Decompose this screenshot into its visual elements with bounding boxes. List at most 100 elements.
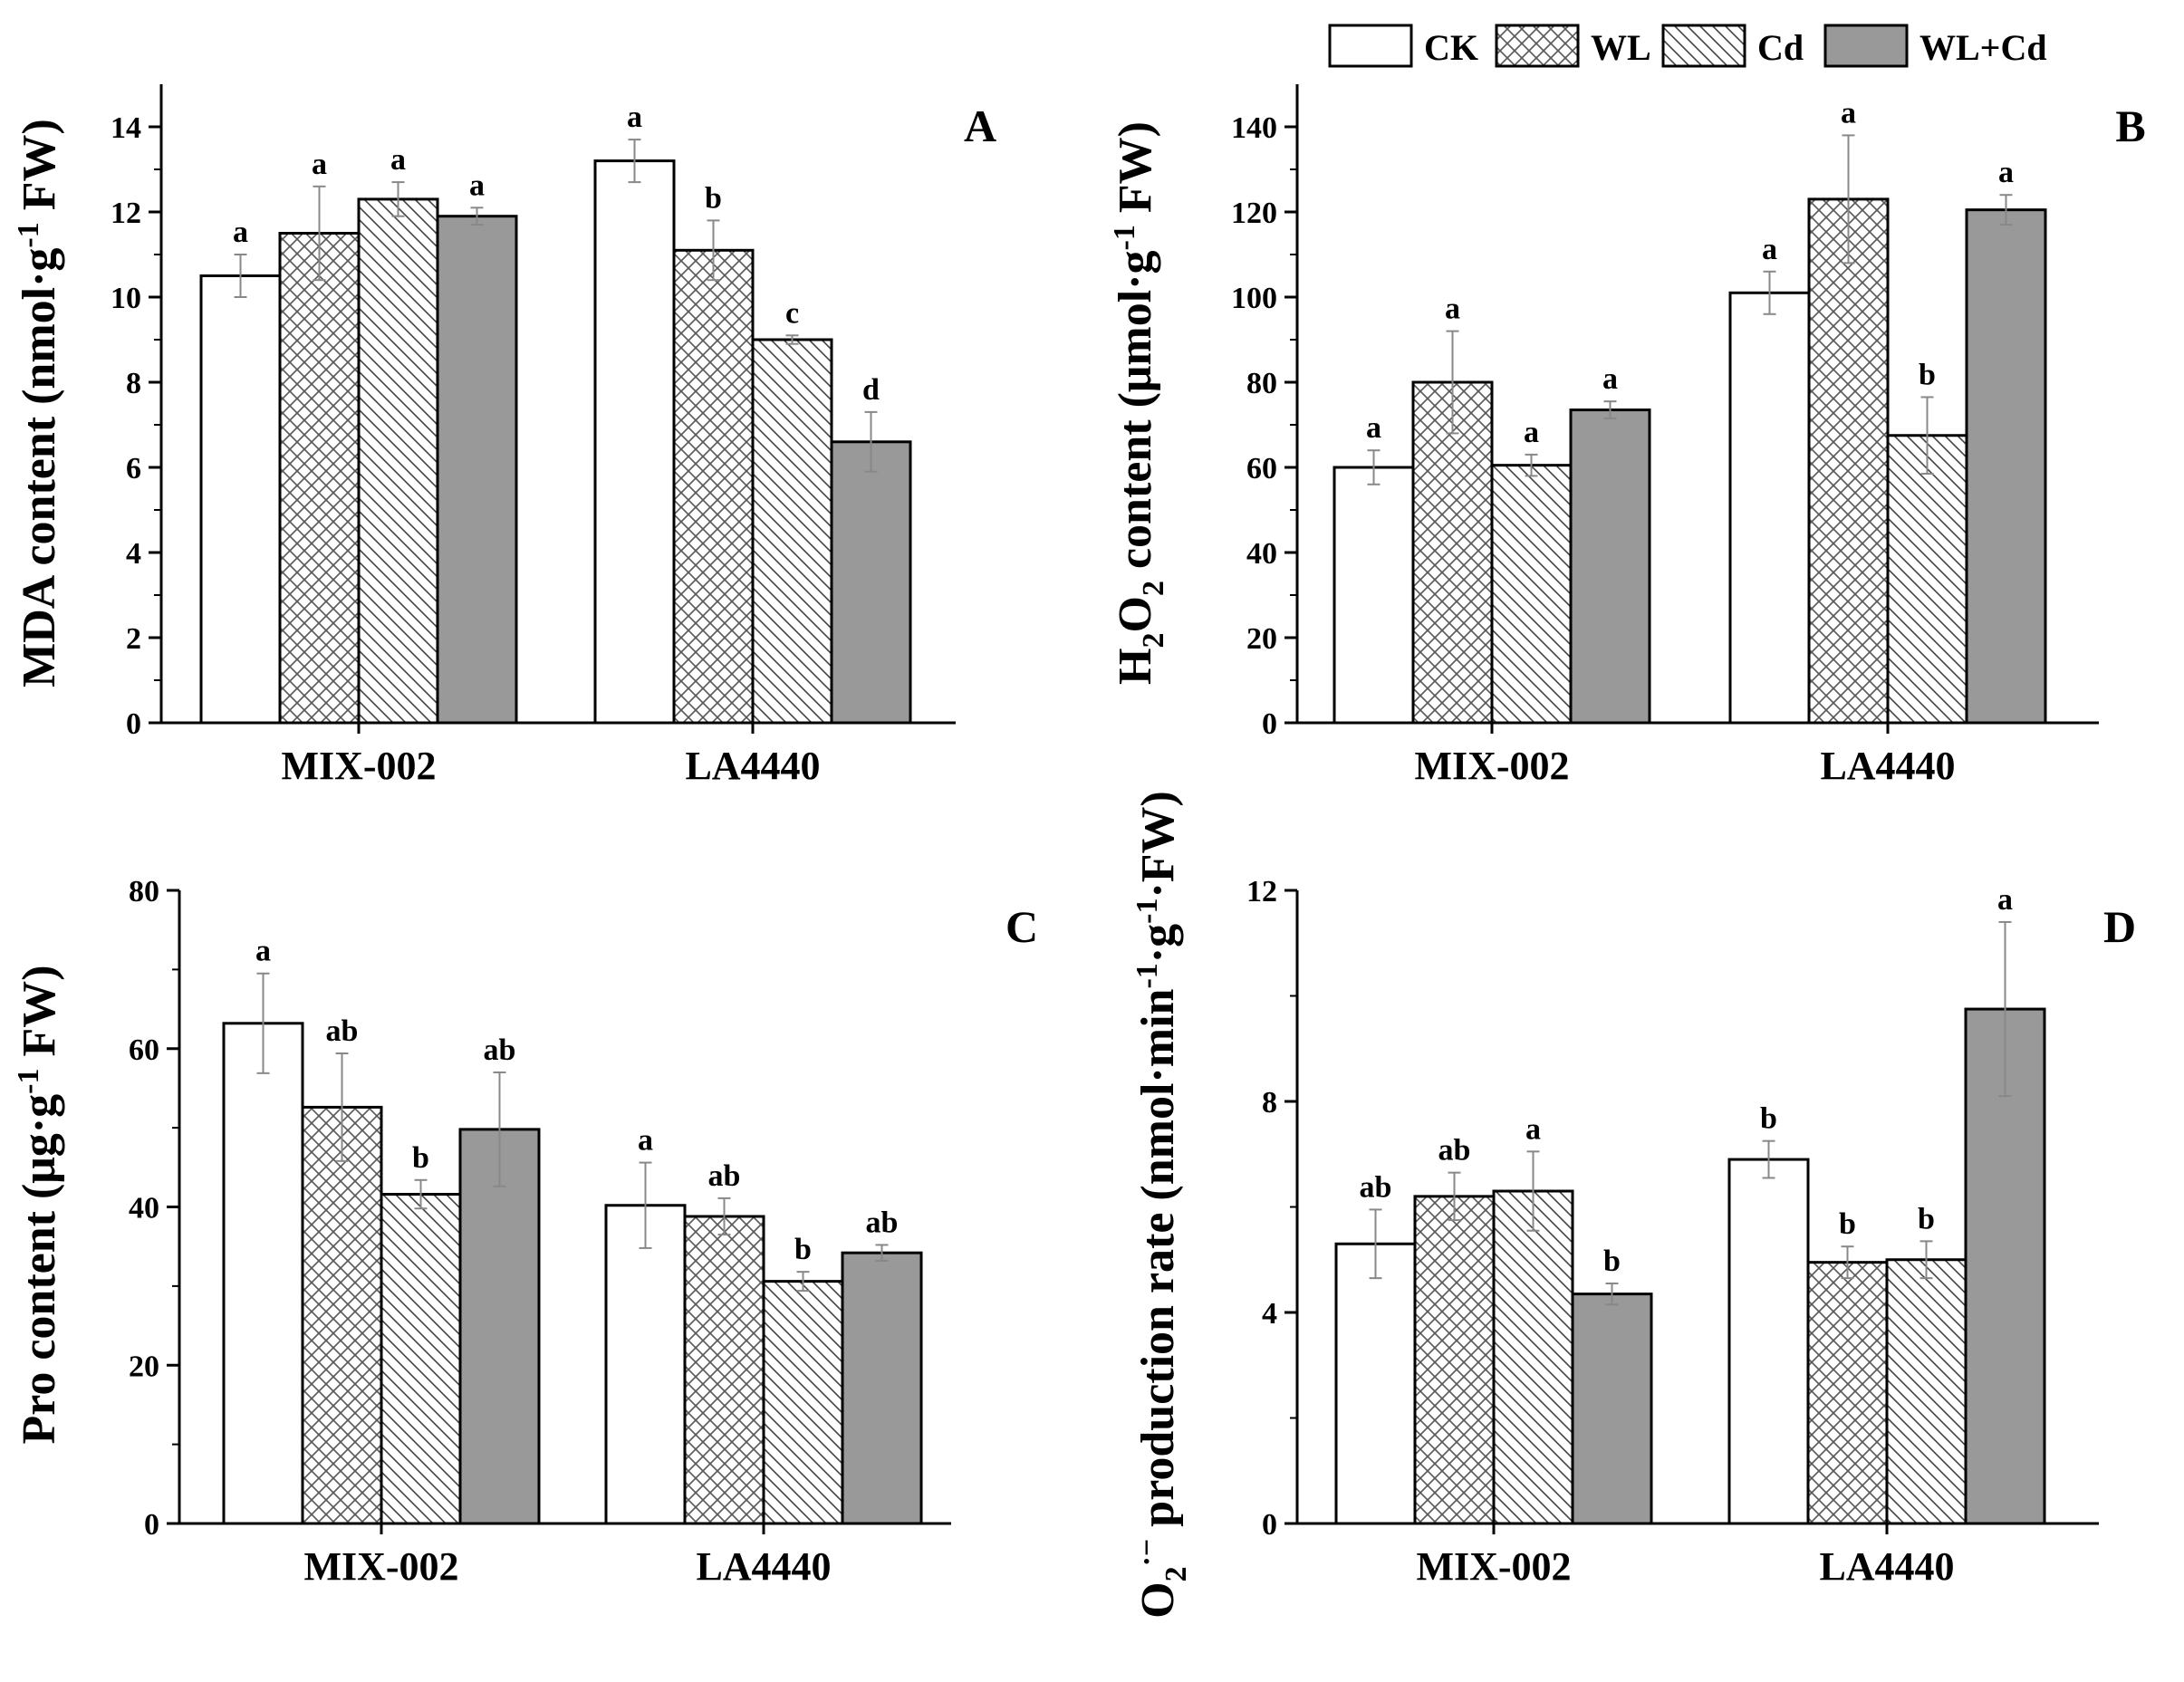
bar-cd [751, 338, 833, 725]
significance-letter: b [794, 1233, 812, 1266]
significance-letter: c [785, 296, 799, 330]
panel-label: B [2115, 101, 2145, 151]
bar-wl [1806, 1261, 1889, 1525]
x-tick-label: MIX-002 [1414, 744, 1569, 788]
significance-letter: b [1760, 1102, 1777, 1136]
significance-letter: ab [1438, 1134, 1471, 1168]
bar-wlcd [830, 440, 912, 725]
y-tick-label: 14 [111, 111, 141, 145]
bar-ck [604, 1204, 687, 1525]
significance-letter: a [1525, 1112, 1541, 1146]
bar-wlcd [458, 1128, 541, 1525]
panel-c: 0 20 40 60 80 MIX-002 a ab b ab LA4440 a ab b ab C Pro c… [12, 875, 1038, 1589]
bar-ck [1334, 1242, 1417, 1525]
y-tick-label: 0 [144, 1508, 159, 1542]
y-axis-label: Pro content (μg·g-1 FW) [12, 965, 65, 1444]
panel-label: C [1005, 901, 1038, 952]
legend-item-wl: WL [1495, 24, 1651, 68]
legend-swatch-cd [1661, 24, 1746, 68]
y-tick-label: 10 [111, 282, 141, 315]
bar-cd [1885, 1258, 1968, 1525]
significance-letter: a [1602, 362, 1618, 396]
significance-letter: b [1839, 1207, 1856, 1241]
bar-cd [1886, 434, 1968, 725]
y-tick-label: 120 [1231, 197, 1277, 230]
bar-cd [762, 1280, 844, 1525]
bar-wl [1807, 197, 1890, 725]
bar-wl [1411, 380, 1494, 725]
significance-letter: a [255, 935, 271, 968]
y-tick-label: 8 [126, 367, 141, 400]
x-tick-label: LA4440 [685, 744, 820, 788]
significance-letter: ab [1360, 1170, 1392, 1204]
significance-letter: a [390, 143, 406, 177]
significance-letter: a [1445, 293, 1460, 326]
legend-label-wlcd: WL+Cd [1919, 27, 2047, 68]
x-tick-label: LA4440 [1820, 744, 1955, 788]
bar-ck [1333, 466, 1415, 725]
significance-letter: b [1918, 1202, 1935, 1235]
y-tick-label: 0 [1262, 707, 1277, 741]
bar-wlcd [841, 1251, 923, 1525]
bar-wl [1413, 1195, 1496, 1525]
significance-letter: a [233, 216, 248, 249]
bar-wlcd [1965, 208, 2047, 725]
x-tick-label: LA4440 [1819, 1544, 1954, 1589]
significance-letter: a [627, 101, 642, 134]
bar-wlcd [436, 215, 518, 725]
legend-label-cd: Cd [1757, 27, 1804, 68]
bar-cd [357, 197, 439, 725]
legend: CK WL Cd WL+Cd [1328, 24, 2047, 68]
x-tick-label: MIX-002 [1416, 1544, 1571, 1589]
significance-letter: d [862, 373, 880, 407]
significance-letter: b [1603, 1245, 1621, 1278]
bar-wl [301, 1105, 383, 1525]
legend-swatch-ck [1328, 24, 1413, 68]
y-tick-label: 2 [126, 622, 141, 656]
y-tick-label: 100 [1231, 282, 1277, 315]
bar-cd [380, 1193, 462, 1525]
legend-item-wlcd: WL+Cd [1823, 24, 2047, 68]
y-tick-label: 20 [129, 1350, 159, 1383]
bar-ck [1727, 1158, 1810, 1525]
x-tick-label: MIX-002 [303, 1544, 458, 1589]
significance-letter: a [312, 148, 327, 181]
y-tick-label: 12 [1246, 875, 1277, 908]
x-tick-label: LA4440 [696, 1544, 831, 1589]
bar-cd [1490, 464, 1573, 725]
panel-label: D [2103, 901, 2136, 952]
y-tick-label: 6 [126, 452, 141, 485]
panel-a: 0 2 4 6 8 10 12 14 MIX-002 a a a a LA4440 a b c d A MDA con… [12, 84, 996, 788]
panel-b: 0 20 40 60 80 100 120 140 MIX-002 a a a a LA4440 a a b a B… [1108, 84, 2146, 788]
significance-letter: a [1841, 96, 1856, 130]
legend-swatch-wl [1495, 24, 1580, 68]
y-tick-label: 0 [126, 707, 141, 741]
y-axis-label: H2O2 content (μmol·g-1 FW) [1108, 121, 1170, 685]
legend-label-ck: CK [1424, 27, 1478, 68]
y-tick-label: 40 [129, 1192, 159, 1225]
y-tick-label: 4 [1262, 1297, 1277, 1331]
significance-letter: b [705, 181, 722, 215]
y-tick-label: 20 [1246, 622, 1277, 656]
bar-ck [199, 274, 282, 725]
y-tick-label: 12 [111, 197, 141, 230]
bar-cd [1492, 1189, 1574, 1525]
y-axis-label: O2·− production rate (nmol·min-1·g-1·FW) [1130, 791, 1193, 1619]
y-tick-label: 40 [1246, 537, 1277, 571]
bar-wlcd [1571, 1293, 1653, 1525]
significance-letter: a [469, 168, 485, 202]
y-axis-label: MDA content (nmol·g-1 FW) [12, 119, 65, 687]
significance-letter: ab [326, 1014, 359, 1048]
legend-label-wl: WL [1591, 27, 1651, 68]
y-tick-label: 80 [129, 875, 159, 908]
y-tick-label: 60 [1246, 452, 1277, 485]
y-tick-label: 80 [1246, 367, 1277, 400]
significance-letter: ab [484, 1033, 516, 1067]
significance-letter: ab [708, 1159, 741, 1193]
legend-item-ck: CK [1328, 24, 1478, 68]
legend-item-cd: Cd [1661, 24, 1804, 68]
significance-letter: a [1762, 233, 1777, 266]
